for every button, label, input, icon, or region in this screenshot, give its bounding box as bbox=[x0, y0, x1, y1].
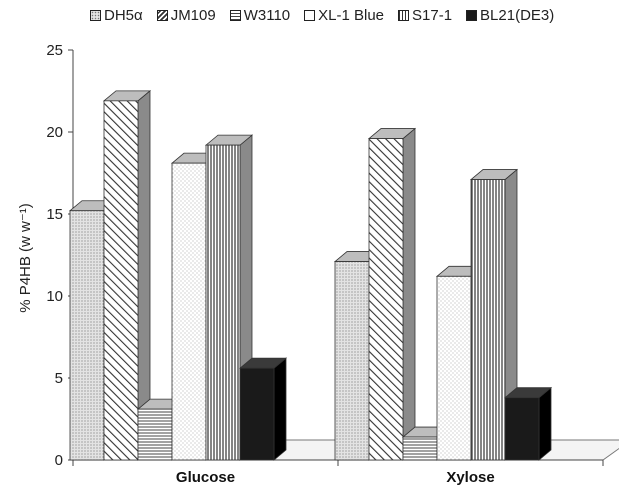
bar-front bbox=[436, 275, 472, 461]
legend-label-s17-1: S17-1 bbox=[412, 6, 453, 24]
bar-front bbox=[171, 162, 207, 461]
legend-swatch-dh5 bbox=[90, 9, 101, 21]
legend-item-bl21-de3: BL21(DE3) bbox=[466, 7, 554, 24]
y-tick-label: 5 bbox=[55, 370, 63, 387]
legend-label-dh5: DH5α bbox=[104, 6, 143, 24]
legend-swatch-xl-1-blue bbox=[304, 9, 316, 21]
legend-item-w3110: W3110 bbox=[229, 6, 291, 24]
y-axis-label: % P4HB (w w⁻¹) bbox=[17, 203, 34, 313]
bar-front bbox=[205, 144, 241, 461]
bar-jm109-xylose bbox=[367, 127, 417, 461]
y-tick-label: 25 bbox=[46, 42, 63, 59]
chart-legend: DH5α JM109 W3110 XL-1 Blue S17-1 BL21(DE3) bbox=[90, 4, 619, 26]
bar-side bbox=[402, 127, 416, 461]
legend-swatch-s17-1 bbox=[398, 9, 410, 21]
legend-item-jm109: JM109 bbox=[156, 6, 216, 24]
legend-swatch-jm109 bbox=[156, 9, 168, 21]
legend-item-xl-1-blue: XL-1 Blue bbox=[304, 7, 384, 24]
legend-item-dh5: DH5α bbox=[90, 7, 143, 24]
y-tick-label: 0 bbox=[55, 452, 63, 469]
legend-swatch-bl21-de3 bbox=[466, 9, 478, 21]
legend-label-jm109: JM109 bbox=[170, 6, 216, 24]
bar-front bbox=[402, 436, 438, 461]
bar-front bbox=[504, 397, 540, 461]
bar-front bbox=[470, 179, 506, 461]
bar-side bbox=[538, 386, 552, 461]
legend-label-w3110: W3110 bbox=[243, 6, 291, 24]
bar-s17-1-xylose bbox=[469, 168, 519, 461]
y-tick-label: 10 bbox=[46, 288, 63, 305]
legend-item-s17-1: S17-1 bbox=[398, 7, 452, 24]
bar-front bbox=[69, 210, 105, 461]
bar-side bbox=[273, 357, 287, 461]
bar-front bbox=[239, 367, 275, 461]
bar-jm109-glucose bbox=[102, 89, 152, 461]
bar-front bbox=[368, 138, 404, 461]
legend-label-xl-1-blue: XL-1 Blue bbox=[318, 6, 385, 24]
bar-bl21-de3-xylose bbox=[503, 386, 553, 461]
bar-front bbox=[103, 100, 139, 461]
y-tick-label: 15 bbox=[46, 206, 63, 223]
legend-swatch-w3110 bbox=[229, 9, 241, 21]
x-tick-label-glucose: Glucose bbox=[176, 469, 235, 486]
y-tick-label: 20 bbox=[46, 124, 63, 141]
bar-front bbox=[137, 408, 173, 461]
bars-group bbox=[68, 89, 553, 461]
x-tick-label-xylose: Xylose bbox=[446, 469, 494, 486]
legend-label-bl21-de3: BL21(DE3) bbox=[480, 6, 555, 24]
bar-bl21-de3-glucose bbox=[238, 357, 288, 461]
bar-front bbox=[334, 261, 370, 461]
